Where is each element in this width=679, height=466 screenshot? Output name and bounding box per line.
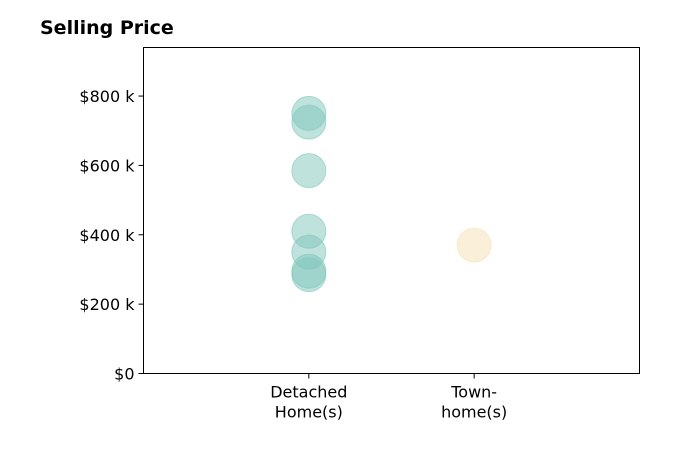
data-point [291, 257, 327, 293]
y-tick-label: $0 [114, 365, 134, 384]
chart-title: Selling Price [40, 17, 174, 39]
data-point [291, 153, 327, 189]
axes-layer: $0 $200 k $400 k $600 k $800 k Detached Home(s… [79, 87, 507, 421]
x-tick-label: Town-home(s) [441, 383, 507, 422]
y-tick-label: $800 k [79, 87, 135, 106]
data-point [456, 227, 492, 263]
y-tick-label: $400 k [79, 226, 135, 245]
points-layer [291, 95, 492, 293]
plot-frame [143, 47, 640, 374]
x-tick-label: Detached Home(s) [270, 383, 347, 422]
y-tick-label: $200 k [79, 295, 135, 314]
y-tick-label: $600 k [79, 156, 135, 175]
data-point [291, 104, 327, 140]
